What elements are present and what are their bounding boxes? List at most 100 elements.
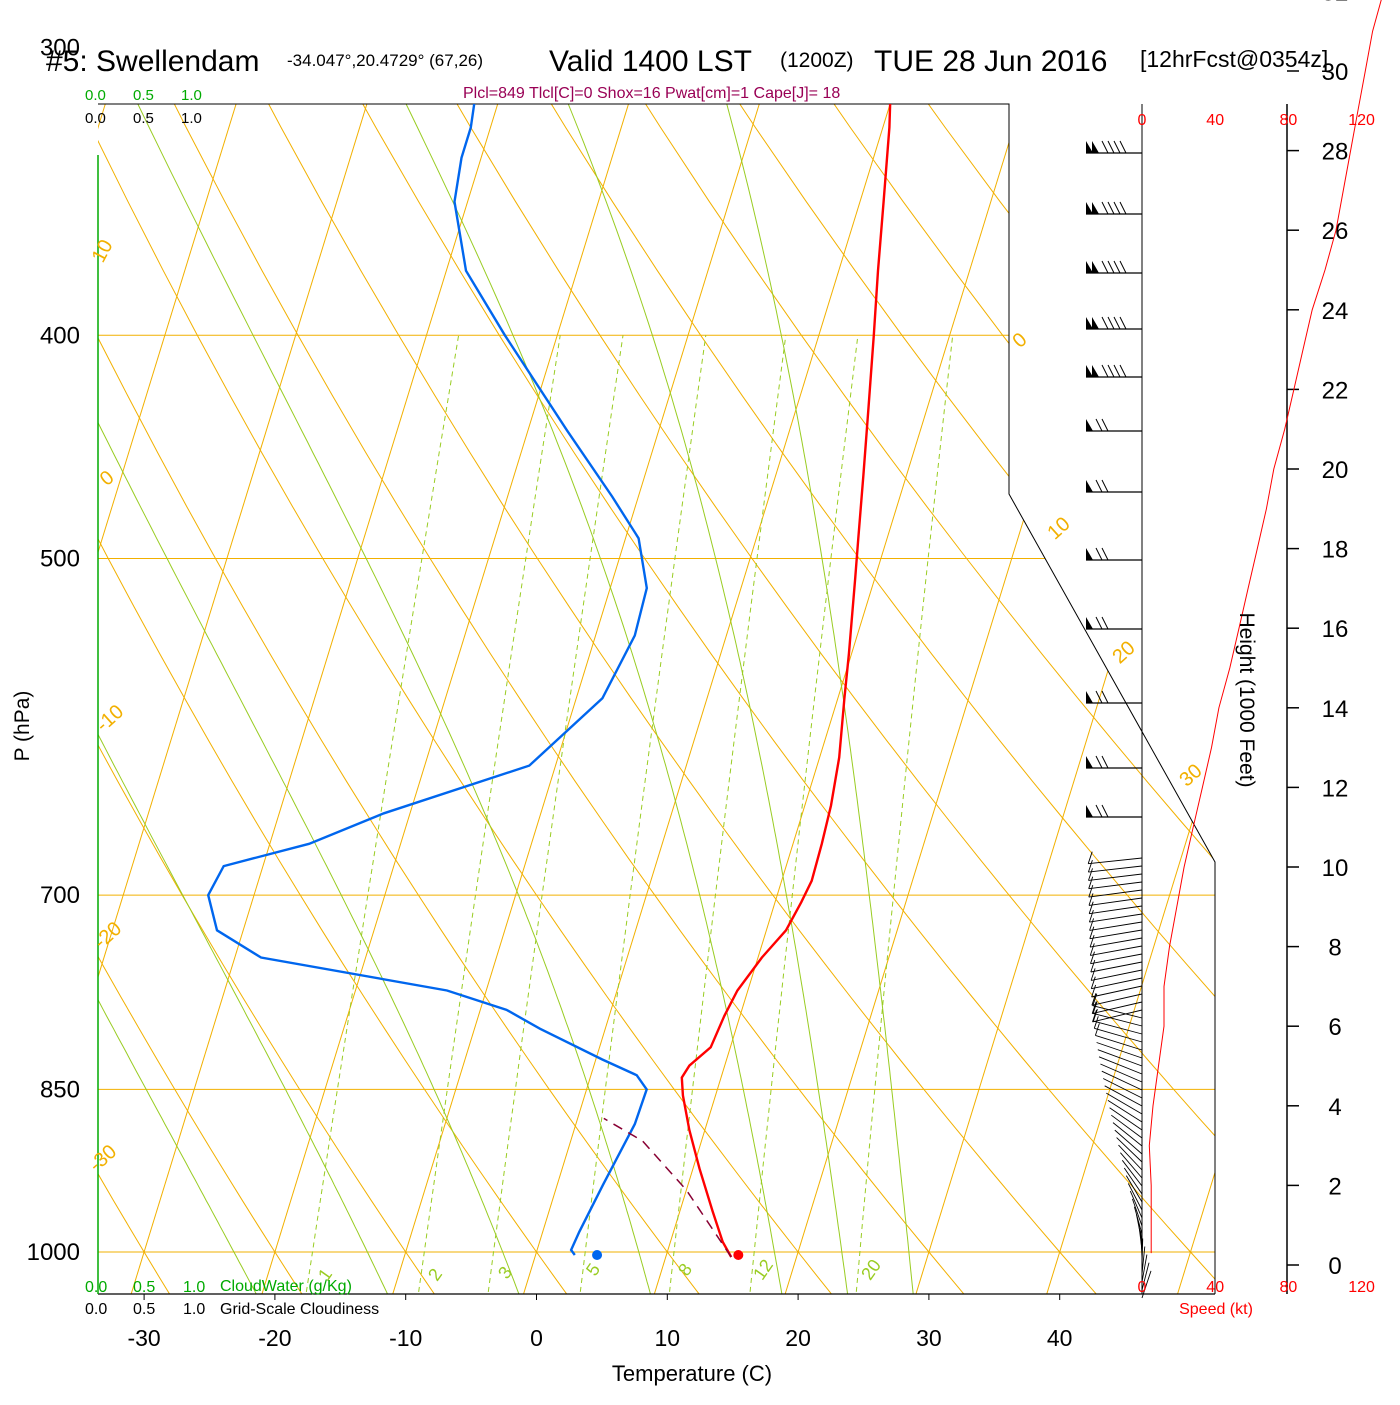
- height-speed-panel: 0246810121416182022242628303200404080801…: [1138, 0, 1388, 1296]
- wind-barb-feather: [1102, 261, 1108, 273]
- surface-dewpoint-point: [592, 1250, 602, 1260]
- x-tick-label: 10: [655, 1325, 681, 1351]
- zulu-time: (1200Z): [780, 49, 854, 72]
- speed-tick-label-bottom: 120: [1348, 1279, 1375, 1296]
- isotherm-label: -20: [90, 918, 126, 954]
- x-tick-label: 0: [530, 1325, 543, 1351]
- height-tick-label: 10: [1322, 855, 1349, 882]
- wind-barb-pennant: [1092, 365, 1099, 377]
- wind-barb-feather: [1096, 419, 1102, 431]
- wind-barb-pennant: [1086, 261, 1093, 273]
- height-tick-label: 4: [1328, 1094, 1341, 1121]
- stability-indices: Plcl=849 Tlcl[C]=0 Shox=16 Pwat[cm]=1 Ca…: [463, 85, 840, 102]
- wind-barb-feather: [1102, 419, 1108, 431]
- cloudwater-bottom-tick: 1.0: [183, 1279, 205, 1296]
- height-tick-label: 14: [1322, 696, 1349, 723]
- height-tick-label: 24: [1322, 298, 1349, 325]
- cloudiness-top-tick: 0.5: [133, 110, 154, 127]
- y-axis-title: P (hPa): [11, 691, 34, 762]
- wind-barb-pennant: [1092, 141, 1099, 153]
- moist-adiabat: [463, 0, 849, 1301]
- speed-tick-label-top: 120: [1348, 112, 1375, 129]
- wind-barb-feather: [1114, 317, 1120, 329]
- wind-barb-shaft: [1091, 954, 1143, 964]
- wind-barb-feather: [1120, 261, 1126, 273]
- wind-barb-shaft: [1132, 1199, 1142, 1226]
- wind-barb-pennant: [1086, 480, 1093, 492]
- wind-barb-feather: [1102, 317, 1108, 329]
- wind-barb-pennant: [1092, 261, 1099, 273]
- wind-barb-pennant: [1086, 202, 1093, 214]
- height-tick-label: 28: [1322, 139, 1349, 166]
- height-tick-label: 8: [1328, 935, 1341, 962]
- station-coordinates: -34.047°,20.4729° (67,26): [287, 51, 483, 70]
- height-tick-label: 26: [1322, 218, 1349, 245]
- wind-barb-shaft: [1089, 914, 1142, 922]
- wind-barb-feather: [1114, 141, 1120, 153]
- height-tick-label: 12: [1322, 775, 1349, 802]
- wind-barb-shaft: [1091, 970, 1142, 980]
- wind-barb-feather: [1096, 480, 1102, 492]
- isotherm-label: 10: [88, 236, 118, 266]
- wind-barb-shaft: [1089, 906, 1142, 914]
- station-title: #5: Swellendam: [46, 45, 259, 78]
- mixing-ratio-label: 2: [424, 1265, 446, 1285]
- wind-barb-pennant: [1086, 365, 1093, 377]
- dry-adiabat: [499, 0, 1400, 1301]
- wind-barb-feather: [1108, 365, 1114, 377]
- dry-adiabat: [1292, 0, 1400, 1301]
- dry-adiabat: [588, 0, 1400, 1301]
- moist-adiabat: [28, 0, 653, 1301]
- diagram-grid: [0, 0, 1400, 1301]
- wind-barb-pennant: [1086, 756, 1093, 768]
- speed-axis-title: Speed (kt): [1179, 1301, 1253, 1318]
- wind-barb-feather: [1102, 548, 1108, 560]
- wind-barb-pennant: [1086, 317, 1093, 329]
- wind-barb-shaft: [1115, 1130, 1142, 1154]
- wind-barb-pennant: [1086, 805, 1093, 817]
- wind-barb-feather: [1096, 805, 1102, 817]
- x-tick-label: -10: [389, 1325, 422, 1351]
- wind-barb-feather: [1102, 617, 1108, 629]
- height-axis-title: Height (1000 Feet): [1235, 612, 1258, 787]
- isotherm-line: [1306, 0, 1400, 1301]
- height-tick-label: 6: [1328, 1014, 1341, 1041]
- wind-barb-shaft: [1126, 1176, 1142, 1202]
- wind-barb-pennant: [1086, 691, 1093, 703]
- wind-barb-feather: [1102, 480, 1108, 492]
- speed-tick-label-bottom: 40: [1206, 1279, 1224, 1296]
- cloudwater-bottom-tick: 0.5: [133, 1279, 155, 1296]
- moist-adiabat: [0, 0, 391, 1301]
- wind-barb-shaft: [1090, 922, 1142, 930]
- wind-barb-pennant: [1092, 317, 1099, 329]
- mixing-ratio-label: 12: [749, 1256, 777, 1284]
- sounding-profiles: [208, 0, 891, 1260]
- dry-adiabat: [235, 0, 1234, 1301]
- valid-date: TUE 28 Jun 2016: [874, 45, 1107, 78]
- mixing-ratio-line: [856, 335, 953, 1301]
- wind-barb-shaft: [1090, 930, 1142, 939]
- wind-barb-feather: [1114, 202, 1120, 214]
- x-axis-title: Temperature (C): [612, 1361, 772, 1386]
- wind-speed-profile: [1149, 0, 1387, 1253]
- isotherm-label: 0: [96, 466, 119, 490]
- wind-barb-pennant: [1086, 548, 1093, 560]
- surface-temperature-point: [733, 1250, 743, 1260]
- wind-barb-feather: [1102, 691, 1108, 703]
- wind-barb-shaft: [1119, 1145, 1143, 1170]
- cloudwater-bottom-tick: 0.0: [85, 1279, 107, 1296]
- moist-adiabat: [0, 0, 522, 1301]
- pressure-tick-label: 400: [40, 322, 80, 349]
- wind-barb-feather: [1096, 548, 1102, 560]
- cloudiness-bottom-tick: 0.5: [133, 1301, 155, 1318]
- wind-barb-feather: [1108, 317, 1114, 329]
- wind-barb-pennant: [1086, 419, 1093, 431]
- parcel-line: [604, 1118, 731, 1257]
- wind-barb-feather: [1114, 365, 1120, 377]
- dry-adiabat: [0, 0, 439, 1301]
- wind-barb-shaft: [1095, 1035, 1142, 1050]
- isotherm-line: [129, 0, 571, 1301]
